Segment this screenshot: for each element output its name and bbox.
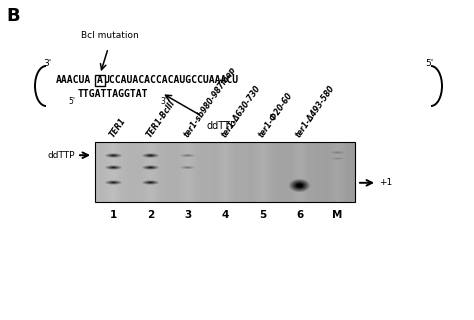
Text: TTGATTAGGTAT: TTGATTAGGTAT: [78, 89, 148, 99]
Text: 5': 5': [68, 97, 75, 106]
Text: UCCAUACACCACAUGCCUAAACU: UCCAUACACCACAUGCCUAAACU: [104, 75, 239, 85]
Text: 6: 6: [296, 210, 303, 220]
Text: ddTTP: ddTTP: [47, 151, 75, 160]
Text: ter1-Ф20-60: ter1-Ф20-60: [257, 91, 294, 139]
Text: M: M: [332, 210, 342, 220]
Text: 3: 3: [184, 210, 191, 220]
Text: 5': 5': [426, 59, 434, 68]
Text: B: B: [6, 7, 19, 25]
Text: ter1-Δ630-730: ter1-Δ630-730: [219, 84, 262, 139]
Text: 5: 5: [259, 210, 266, 220]
Bar: [95, 75, 105, 85]
Text: 4: 4: [221, 210, 228, 220]
Text: AAACUA: AAACUA: [56, 75, 91, 85]
Text: 2: 2: [147, 210, 154, 220]
Text: TER1-BclII: TER1-BclII: [145, 98, 177, 139]
Text: 3': 3': [43, 59, 51, 68]
Text: 1: 1: [109, 210, 117, 220]
Text: 3': 3': [161, 97, 168, 106]
Text: ddTTP: ddTTP: [207, 121, 237, 131]
Text: TER1: TER1: [108, 116, 128, 139]
Text: ter1-Δ493-580: ter1-Δ493-580: [294, 84, 337, 139]
Text: Bcl mutation: Bcl mutation: [82, 31, 139, 40]
Text: A: A: [97, 75, 103, 85]
Bar: [95, 142, 355, 202]
Text: +1: +1: [379, 178, 392, 187]
Text: ter1-sb980-987loop: ter1-sb980-987loop: [182, 65, 238, 139]
